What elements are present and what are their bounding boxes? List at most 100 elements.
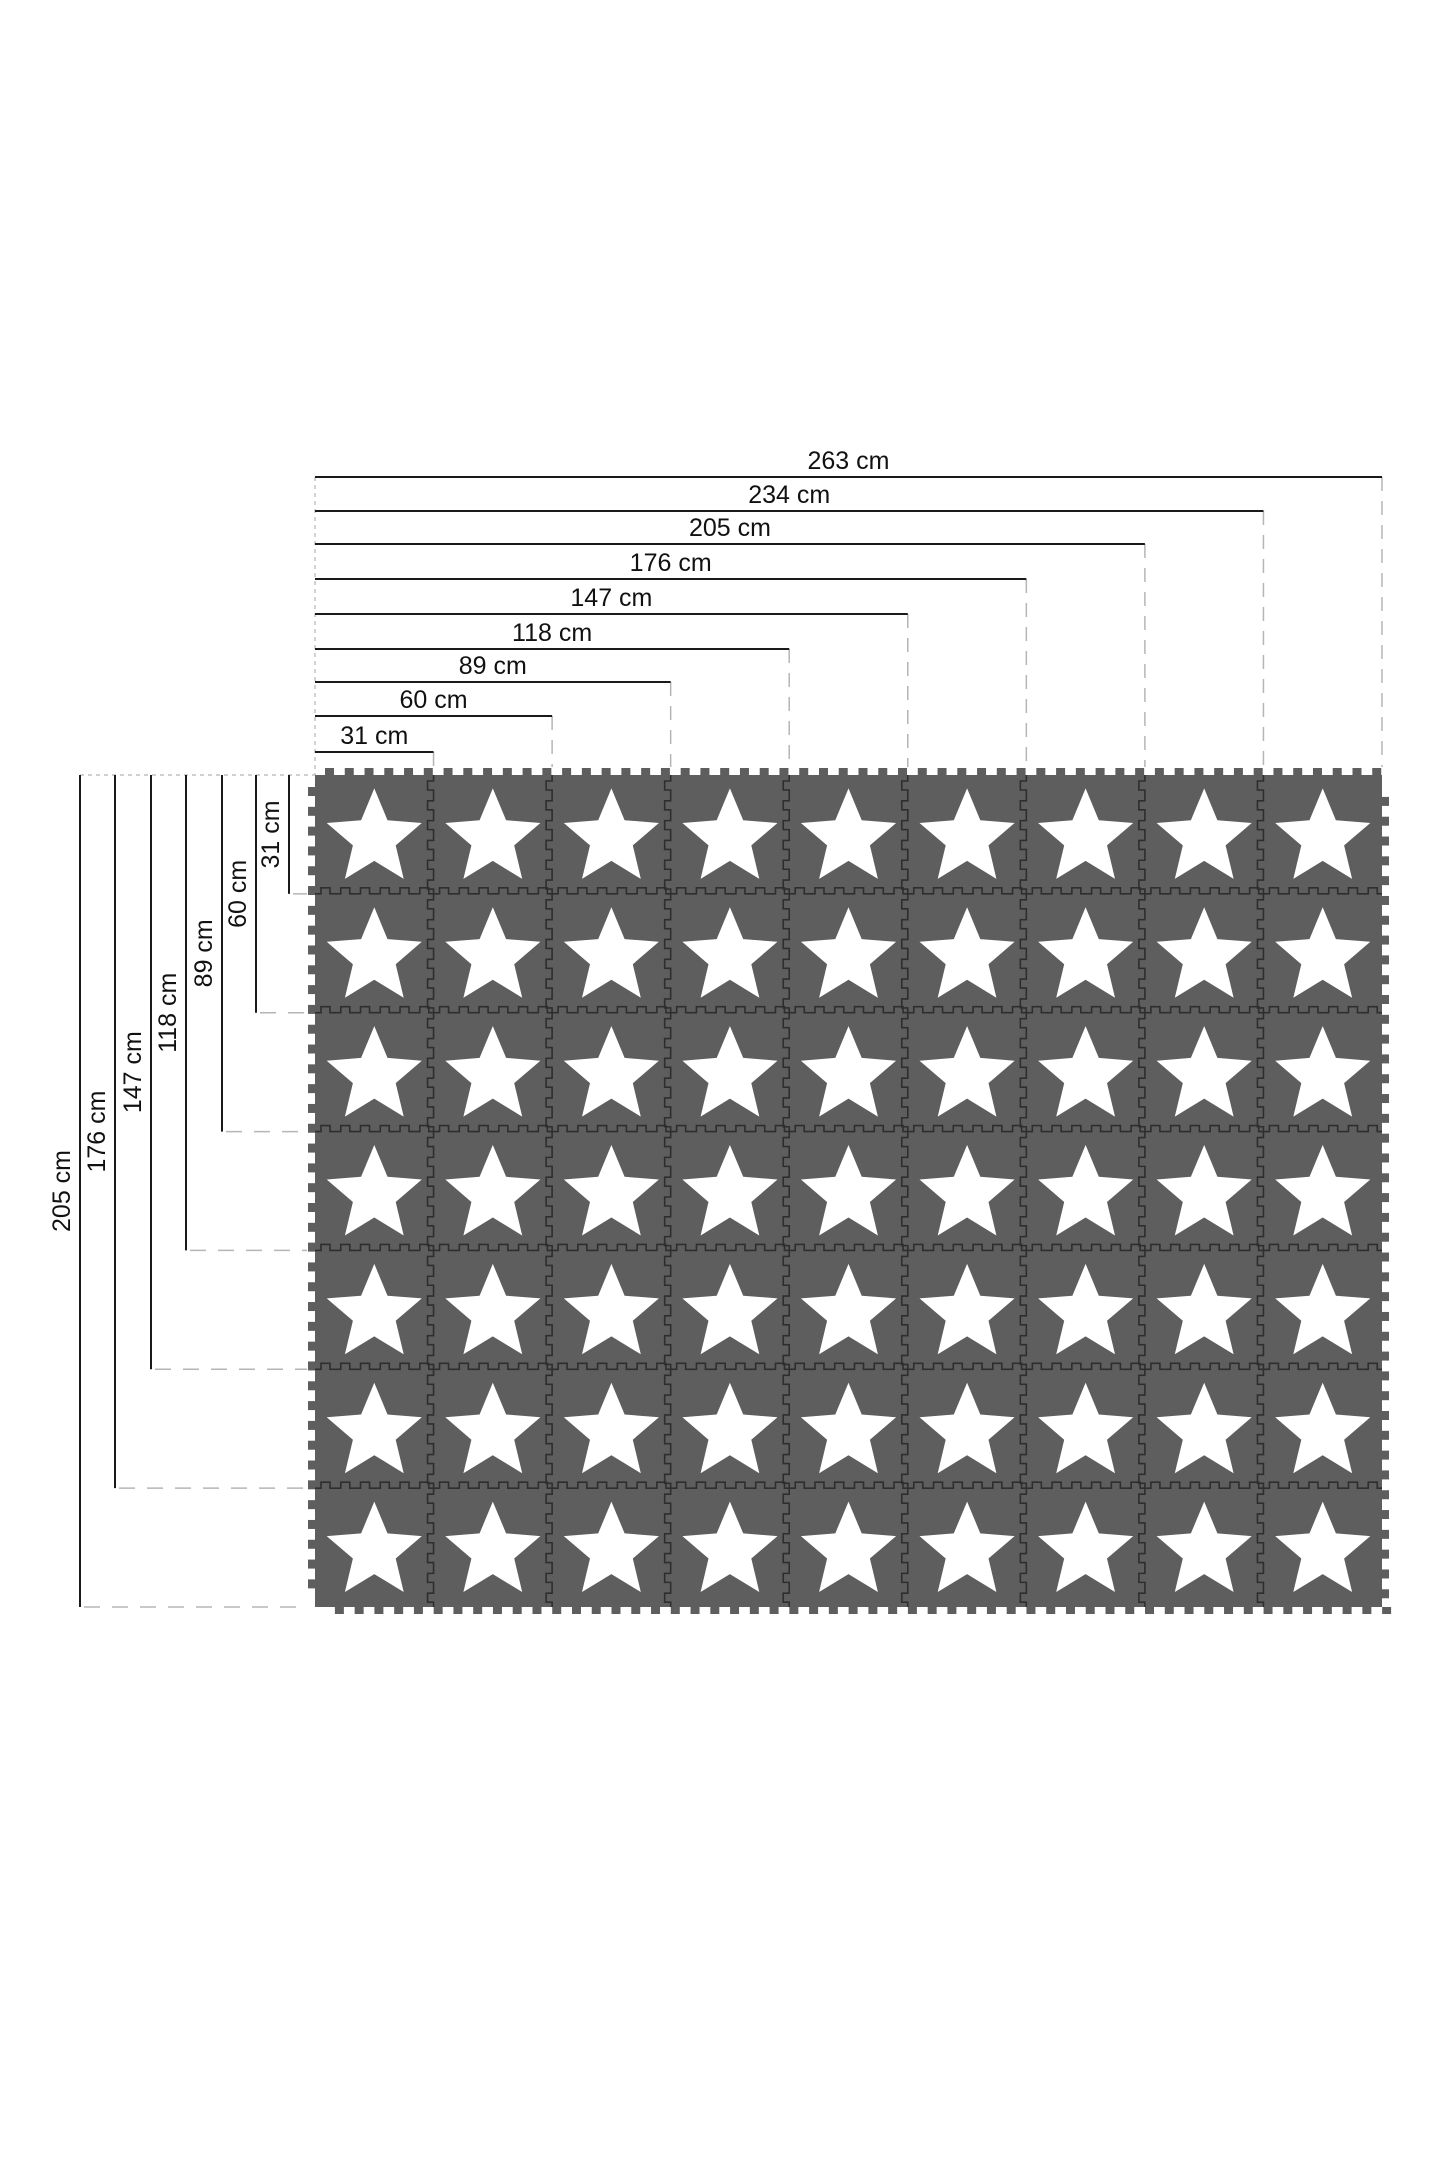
puzzle-tooth — [308, 1064, 315, 1074]
puzzle-tooth — [1332, 768, 1342, 775]
puzzle-tooth — [433, 1607, 443, 1614]
star-icon — [919, 1382, 1015, 1474]
puzzle-tooth — [749, 1607, 759, 1614]
guide-lines — [80, 477, 1383, 1608]
width-dimension-label: 234 cm — [748, 481, 830, 509]
tile-seam-vertical — [545, 775, 553, 1607]
star-icon — [682, 1026, 778, 1117]
puzzle-tooth — [308, 1440, 315, 1450]
star-icon — [445, 1145, 541, 1236]
width-dimension-label: 176 cm — [630, 549, 712, 577]
puzzle-tooth — [413, 1607, 423, 1614]
puzzle-tooth — [1382, 1094, 1389, 1104]
puzzle-tooth — [1194, 768, 1204, 775]
star-icon — [326, 788, 422, 879]
puzzle-tooth — [818, 768, 828, 775]
puzzle-tooth — [581, 768, 591, 775]
puzzle-tooth — [473, 1607, 483, 1614]
tile-seam-vertical — [663, 775, 672, 1607]
puzzle-tooth — [463, 768, 473, 775]
puzzle-tooth — [562, 768, 572, 775]
puzzle-tooth — [394, 1607, 404, 1614]
puzzle-tooth — [308, 1143, 315, 1153]
puzzle-tooth — [1154, 768, 1164, 775]
puzzle-tooth — [502, 768, 512, 775]
star-icon — [563, 1026, 659, 1117]
puzzle-tooth — [1273, 768, 1283, 775]
star-icon — [445, 1382, 541, 1474]
puzzle-tooth — [308, 1103, 315, 1113]
tile-seam-horizontal — [315, 1243, 1382, 1252]
puzzle-tooth — [1362, 1607, 1372, 1614]
puzzle-tooth — [1283, 1607, 1293, 1614]
star-icon — [1038, 907, 1134, 998]
tile-seam-horizontal — [315, 1005, 1382, 1014]
height-dimension-label: 60 cm — [224, 860, 252, 928]
puzzle-tooth — [1046, 1607, 1056, 1614]
tile-seam-horizontal — [315, 1481, 1382, 1489]
star-icon — [563, 1145, 659, 1236]
puzzle-tooth — [631, 1607, 641, 1614]
puzzle-tooth — [492, 1607, 502, 1614]
puzzle-tooth — [1115, 768, 1125, 775]
puzzle-tooth — [977, 768, 987, 775]
puzzle-tooth — [1382, 1292, 1389, 1302]
puzzle-tooth — [1303, 1607, 1313, 1614]
puzzle-tooth — [1016, 768, 1026, 775]
star-icon — [1038, 1145, 1134, 1236]
puzzle-tooth — [1214, 768, 1224, 775]
star-icon — [1038, 1382, 1134, 1474]
puzzle-tooth — [552, 1607, 562, 1614]
puzzle-tooth — [1382, 1331, 1389, 1341]
puzzle-tooth — [591, 1607, 601, 1614]
puzzle-tooth — [838, 768, 848, 775]
width-dimension-label: 263 cm — [808, 447, 890, 475]
puzzle-tooth — [308, 886, 315, 896]
star-icon — [800, 788, 897, 879]
star-icon — [445, 1263, 541, 1355]
height-dimension-label: 147 cm — [119, 1031, 147, 1113]
puzzle-tooth — [986, 1607, 996, 1614]
puzzle-tooth — [1382, 1450, 1389, 1460]
tile-seam-vertical — [1256, 775, 1265, 1607]
star-icon — [1038, 1501, 1134, 1592]
puzzle-tooth — [1382, 1351, 1389, 1361]
puzzle-tooth — [542, 768, 552, 775]
puzzle-tooth — [1085, 1607, 1095, 1614]
puzzle-tooth — [1135, 768, 1145, 775]
puzzle-tooth — [1164, 1607, 1174, 1614]
puzzle-tooth — [641, 768, 651, 775]
puzzle-tooth — [308, 1222, 315, 1232]
width-dimension-label: 31 cm — [340, 722, 408, 750]
puzzle-tooth — [1382, 1212, 1389, 1222]
puzzle-tooth — [1382, 1529, 1389, 1539]
puzzle-tooth — [1382, 1153, 1389, 1163]
puzzle-tooth — [680, 768, 690, 775]
puzzle-tooth — [769, 1607, 779, 1614]
puzzle-tooth — [308, 1500, 315, 1510]
puzzle-tooth — [858, 768, 868, 775]
star-icon — [326, 1026, 422, 1117]
puzzle-tooth — [878, 768, 888, 775]
star-icon — [800, 907, 897, 998]
height-dimension-label: 89 cm — [190, 919, 218, 987]
puzzle-tooth — [739, 768, 749, 775]
star-icon — [445, 907, 541, 998]
puzzle-tooth — [1322, 1607, 1332, 1614]
star-icon — [445, 788, 541, 879]
star-icon — [800, 1145, 897, 1236]
puzzle-tooth — [1075, 768, 1085, 775]
puzzle-tooth — [1382, 1232, 1389, 1242]
puzzle-tooth — [937, 768, 947, 775]
star-icon — [919, 788, 1015, 879]
puzzle-tooth — [354, 1607, 364, 1614]
star-icon — [563, 1263, 659, 1355]
puzzle-tooth — [308, 1242, 315, 1252]
puzzle-tooth — [1382, 1549, 1389, 1559]
puzzle-tooth — [1382, 816, 1389, 826]
star-icon — [1038, 788, 1134, 879]
puzzle-tooth — [1382, 1569, 1389, 1579]
puzzle-tooth — [308, 1302, 315, 1312]
puzzle-tooth — [1056, 768, 1066, 775]
